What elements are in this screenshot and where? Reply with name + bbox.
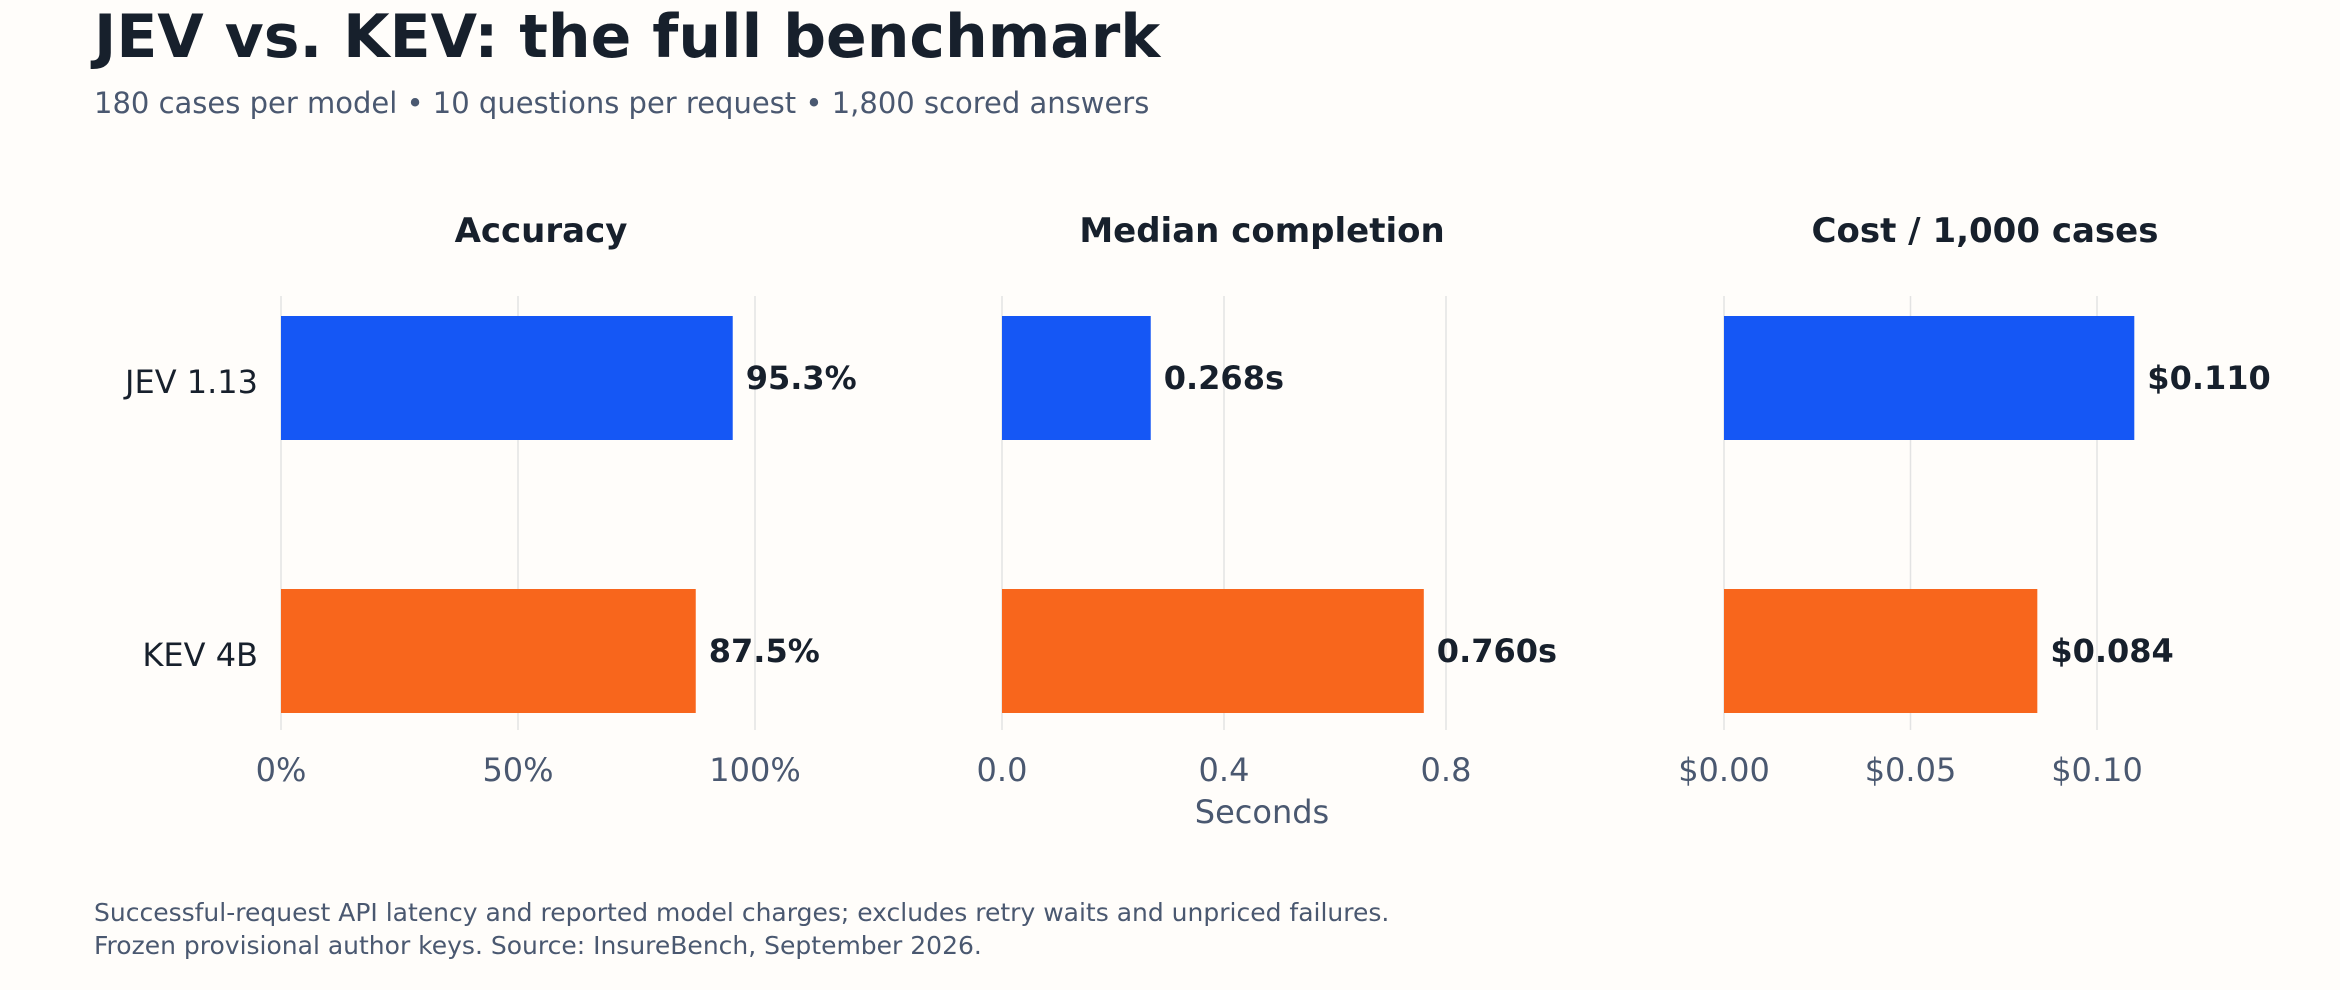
median-completion-bar-kev-4b <box>1002 589 1424 713</box>
median-completion-tick-label: 0.8 <box>1421 751 1472 789</box>
accuracy-title: Accuracy <box>455 211 628 251</box>
median-completion-value-label-kev-4b: 0.760s <box>1437 632 1557 670</box>
footnote-methodology: Successful-request API latency and repor… <box>94 898 1390 927</box>
cost-1-000-cases-tick-label: $0.10 <box>2051 751 2143 789</box>
cost-1-000-cases-bar-jev-1-13 <box>1724 316 2135 440</box>
median-completion-axis-label: Seconds <box>1195 793 1329 831</box>
median-completion-title: Median completion <box>1079 211 1444 251</box>
cost-1-000-cases-bar-kev-4b <box>1724 589 2038 713</box>
accuracy-bar-kev-4b <box>281 589 696 713</box>
median-completion-bar-jev-1-13 <box>1002 316 1151 440</box>
page-subtitle: 180 cases per model • 10 questions per r… <box>94 86 1150 120</box>
accuracy-tick-label: 50% <box>482 751 553 789</box>
accuracy-bar-jev-1-13 <box>281 316 733 440</box>
accuracy-value-label-jev-1-13: 95.3% <box>746 359 857 397</box>
accuracy-tick-label: 0% <box>256 751 307 789</box>
cost-1-000-cases-value-label-jev-1-13: $0.110 <box>2147 359 2270 397</box>
median-completion-tick-label: 0.4 <box>1199 751 1250 789</box>
accuracy-value-label-kev-4b: 87.5% <box>709 632 820 670</box>
cost-1-000-cases-tick-label: $0.05 <box>1865 751 1957 789</box>
footnote-source: Frozen provisional author keys. Source: … <box>94 931 982 960</box>
cost-1-000-cases-title: Cost / 1,000 cases <box>1812 211 2159 251</box>
accuracy-tick-label: 100% <box>709 751 800 789</box>
median-completion-tick-label: 0.0 <box>977 751 1028 789</box>
page-title: JEV vs. KEV: the full benchmark <box>94 2 1161 72</box>
cost-1-000-cases-value-label-kev-4b: $0.084 <box>2050 632 2173 670</box>
category-label-kev-4b: KEV 4B <box>142 636 258 674</box>
median-completion-value-label-jev-1-13: 0.268s <box>1164 359 1284 397</box>
category-label-jev-1-13: JEV 1.13 <box>123 363 258 401</box>
cost-1-000-cases-tick-label: $0.00 <box>1678 751 1770 789</box>
